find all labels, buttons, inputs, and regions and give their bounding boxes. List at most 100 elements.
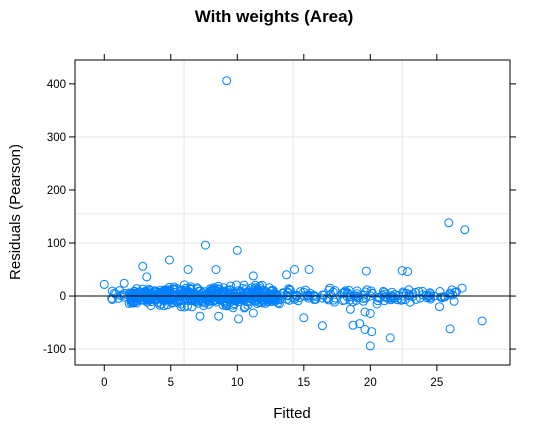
data-point-542 [338,296,348,306]
data-point-641 [330,293,340,303]
data-point-652 [460,225,470,235]
data-point-637 [267,289,277,299]
data-point-556 [206,285,216,295]
grid-lines [75,60,510,365]
data-point-565 [379,296,389,306]
y-tick-label-0: -100 [43,344,66,356]
data-point-352 [232,280,241,290]
data-point-663 [361,266,371,276]
data-point-675 [385,333,395,343]
data-point-650 [222,76,232,86]
data-point-686 [248,308,258,318]
data-point-596 [440,292,450,302]
data-point-642 [130,294,140,304]
data-point-598 [234,295,244,304]
data-point-572 [186,282,196,292]
data-point-645 [214,294,224,304]
data-point-638 [219,283,229,293]
data-point-676 [355,319,365,329]
data-point-684 [195,311,205,321]
data-point-627 [242,297,252,307]
x-tick-label-5: 25 [430,377,443,389]
data-point-291 [373,296,383,306]
data-point-687 [435,302,444,312]
axis-ticks: 0 5 10 15 20 25 -100 0 100 200 300 400 [43,54,516,389]
x-tick-label-4: 20 [364,377,377,389]
data-point-666 [119,278,129,288]
data-point-217 [351,292,361,302]
data-point-660 [304,265,314,274]
data-point-628 [150,286,160,296]
data-point-623 [221,298,231,308]
data-point-489 [251,280,260,290]
data-point-688 [449,296,459,306]
data-point-678 [317,321,327,331]
data-point-469 [236,288,246,298]
data-point-617 [154,297,163,307]
data-point-685 [214,311,224,321]
data-point-591 [177,290,187,300]
data-point-524 [119,292,129,302]
data-point-672 [365,341,375,351]
data-point-657 [183,265,193,274]
data-point-506 [390,293,399,303]
data-point-561 [209,283,219,293]
data-point-431 [353,293,363,303]
data-point-643 [129,293,139,302]
data-point-384 [362,285,372,295]
data-point-595 [305,288,315,298]
data-point-656 [138,261,148,271]
data-point-690 [425,293,435,303]
data-point-671 [445,324,455,334]
data-point-651 [444,218,454,228]
data-point-648 [191,290,201,300]
data-point-625 [213,281,223,291]
data-point-440 [107,286,117,296]
data-point-681 [345,304,355,314]
data-point-307 [284,284,294,294]
data-point-668 [282,270,291,280]
data-point-620 [185,288,195,298]
data-point-501 [343,289,353,299]
data-point-144 [300,285,310,295]
data-point-581 [346,292,356,302]
data-point-386 [340,286,350,296]
data-point-647 [252,299,262,308]
data-point-587 [113,293,123,303]
x-tick-label-3: 15 [297,377,310,389]
x-tick-label-1: 5 [168,377,174,389]
data-point-408 [221,300,231,310]
data-point-689 [408,289,418,299]
data-point-667 [457,283,467,293]
data-point-592 [129,289,139,299]
data-point-488 [174,290,184,300]
data-point-559 [289,293,299,302]
data-point-682 [365,309,375,318]
y-tick-label-2: 100 [47,238,66,250]
data-point-665 [99,279,109,289]
data-point-654 [232,245,242,255]
data-point-451 [436,292,446,302]
data-point-658 [211,265,221,274]
data-point-453 [303,290,313,300]
data-point-664 [142,272,152,282]
data-point-683 [360,307,370,317]
data-point-670 [477,316,487,326]
x-tick-label-2: 10 [231,377,244,389]
data-point-630 [211,297,221,307]
data-point-197 [411,294,421,304]
data-point-673 [360,325,370,334]
data-point-277 [352,286,362,296]
data-point-610 [165,294,174,304]
data-point-597 [205,292,215,302]
data-point-583 [404,290,414,300]
data-point-396 [285,285,295,295]
x-axis-label: Fitted [273,405,311,422]
data-point-669 [248,271,258,281]
data-point-603 [156,299,166,309]
plot-panel-border [74,59,511,366]
data-point-244 [372,299,382,309]
data-point-446 [329,297,339,307]
data-point-167 [358,293,368,303]
